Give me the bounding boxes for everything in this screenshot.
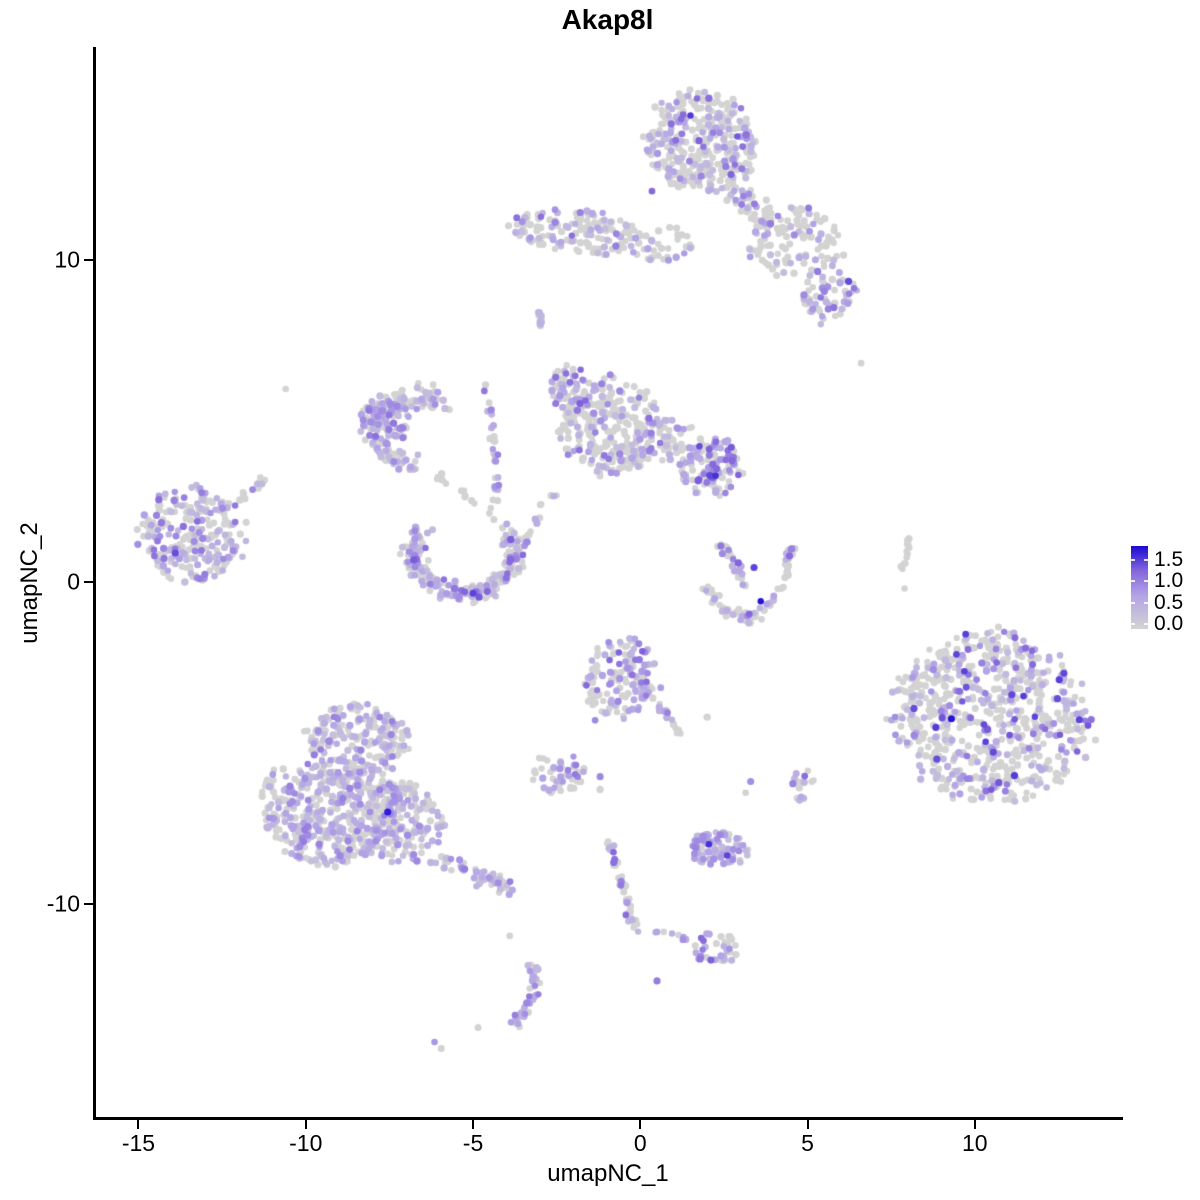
- x-tick-mark: [137, 1120, 140, 1129]
- x-tick-mark: [472, 1120, 475, 1129]
- legend-notch: [1131, 623, 1135, 625]
- legend-tick-label: 1.5: [1154, 547, 1184, 571]
- x-tick-label: -10: [289, 1130, 323, 1156]
- x-tick-label: -15: [121, 1130, 156, 1156]
- x-tick-label: 10: [962, 1130, 988, 1156]
- legend-notch: [1131, 558, 1135, 561]
- x-axis-line: [93, 1117, 1123, 1120]
- legend-gradient-bar: [1131, 546, 1148, 629]
- x-tick-mark: [304, 1120, 307, 1129]
- y-tick-label: 10: [54, 246, 80, 273]
- legend-tick-label: 0.0: [1154, 612, 1184, 635]
- y-tick-label: -10: [46, 890, 80, 917]
- x-axis-title: umapNC_1: [547, 1160, 669, 1187]
- legend-notch: [1131, 580, 1135, 582]
- x-tick-mark: [973, 1120, 976, 1129]
- plot-title: Akap8l: [561, 4, 654, 35]
- legend-notch: [1144, 580, 1148, 582]
- legend-tick-label: 1.0: [1154, 569, 1184, 592]
- legend-notch: [1131, 601, 1135, 604]
- legend-tick-label: 0.5: [1154, 590, 1184, 614]
- y-tick-mark: [84, 581, 93, 583]
- y-tick-mark: [84, 902, 93, 905]
- y-axis-title: umapNC_2: [16, 522, 43, 644]
- x-tick-mark: [806, 1120, 809, 1129]
- x-tick-label: 0: [633, 1130, 647, 1156]
- y-tick-mark: [84, 259, 93, 262]
- y-axis-line: [93, 47, 96, 1120]
- legend-notch: [1144, 601, 1148, 604]
- legend-notch: [1144, 558, 1148, 561]
- y-tick-label: 0: [67, 568, 80, 595]
- x-tick-label: -5: [462, 1130, 484, 1156]
- legend-notch: [1144, 623, 1148, 625]
- x-tick-label: 5: [801, 1130, 814, 1156]
- legend: 1.5 1.0 0.5 0.0: [1128, 540, 1200, 640]
- x-tick-mark: [639, 1120, 642, 1129]
